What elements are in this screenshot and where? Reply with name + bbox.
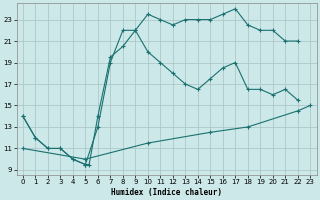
X-axis label: Humidex (Indice chaleur): Humidex (Indice chaleur)	[111, 188, 222, 197]
